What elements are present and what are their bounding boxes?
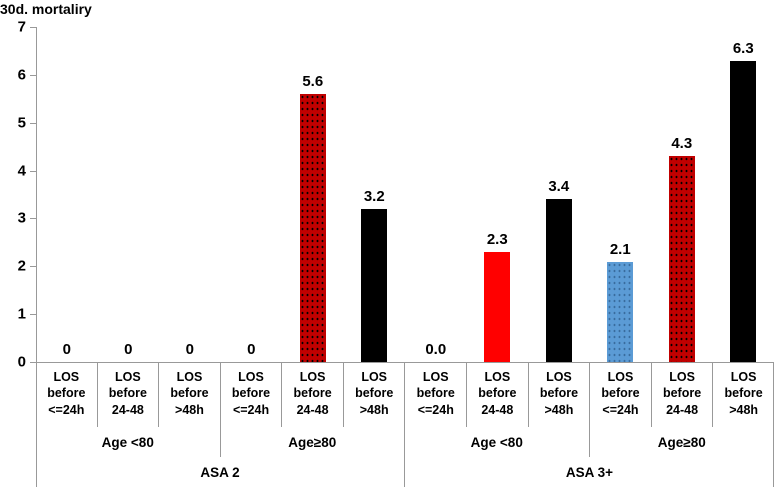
asa-label-row: ASA 2ASA 3+: [36, 457, 774, 487]
bar: [484, 252, 510, 362]
bar: [669, 156, 695, 362]
bar-value-label: 0: [186, 341, 194, 358]
bar-value-label: 2.1: [610, 241, 631, 258]
age-group-label: Age <80: [36, 427, 221, 457]
los-category-label: LOSbefore>48h: [713, 362, 774, 427]
bar: [607, 262, 633, 363]
bar-value-label: 0.0: [425, 341, 446, 358]
y-tick-label: 4: [0, 162, 26, 179]
los-category-label: LOSbefore>48h: [159, 362, 221, 427]
bar: [730, 61, 756, 363]
age-group-label: Age≥80: [221, 427, 406, 457]
los-category-label: LOSbefore24-48: [282, 362, 344, 427]
bar-value-label: 5.6: [302, 73, 323, 90]
bar-value-label: 0: [63, 341, 71, 358]
bar-value-label: 0: [124, 341, 132, 358]
los-label-row: LOSbefore<=24hLOSbefore24-48LOSbefore>48…: [36, 362, 774, 427]
age-group-label: Age≥80: [590, 427, 775, 457]
los-category-label: LOSbefore>48h: [529, 362, 591, 427]
los-category-label: LOSbefore24-48: [98, 362, 160, 427]
bar-value-label: 6.3: [733, 40, 754, 57]
asa-group-label: ASA 2: [36, 457, 405, 487]
los-category-label: LOSbefore<=24h: [221, 362, 283, 427]
los-category-label: LOSbefore24-48: [652, 362, 714, 427]
age-label-row: Age <80Age≥80Age <80Age≥80: [36, 427, 774, 457]
bar-value-label: 4.3: [671, 135, 692, 152]
bar-value-label: 2.3: [487, 231, 508, 248]
y-tick-label: 7: [0, 19, 26, 36]
los-category-label: LOSbefore>48h: [344, 362, 406, 427]
age-group-label: Age <80: [405, 427, 590, 457]
chart-title: 30d. mortaliry: [0, 1, 92, 17]
y-tick-label: 3: [0, 210, 26, 227]
bar: [361, 209, 387, 362]
bar: [546, 199, 572, 362]
asa-group-label: ASA 3+: [405, 457, 774, 487]
los-category-label: LOSbefore<=24h: [405, 362, 467, 427]
y-tick-label: 0: [0, 354, 26, 371]
bar-value-label: 0: [247, 341, 255, 358]
bar: [300, 94, 326, 362]
los-category-label: LOSbefore<=24h: [590, 362, 652, 427]
y-tick-label: 2: [0, 258, 26, 275]
plot-area: 0 0 0 0 5.6 3.2 0.0 2.3 3.4 2.1 4.3 6.3: [36, 27, 774, 362]
bar-value-label: 3.4: [548, 178, 569, 195]
y-tick-label: 1: [0, 306, 26, 323]
y-tick-label: 5: [0, 114, 26, 131]
los-category-label: LOSbefore24-48: [467, 362, 529, 427]
y-tick-label: 6: [0, 66, 26, 83]
bar-chart: 30d. mortaliry 0 1 2 3 4 5 6 7 0 0 0 0 5.6 3.2 0.0 2.3…: [0, 0, 779, 487]
bar-value-label: 3.2: [364, 188, 385, 205]
los-category-label: LOSbefore<=24h: [36, 362, 98, 427]
